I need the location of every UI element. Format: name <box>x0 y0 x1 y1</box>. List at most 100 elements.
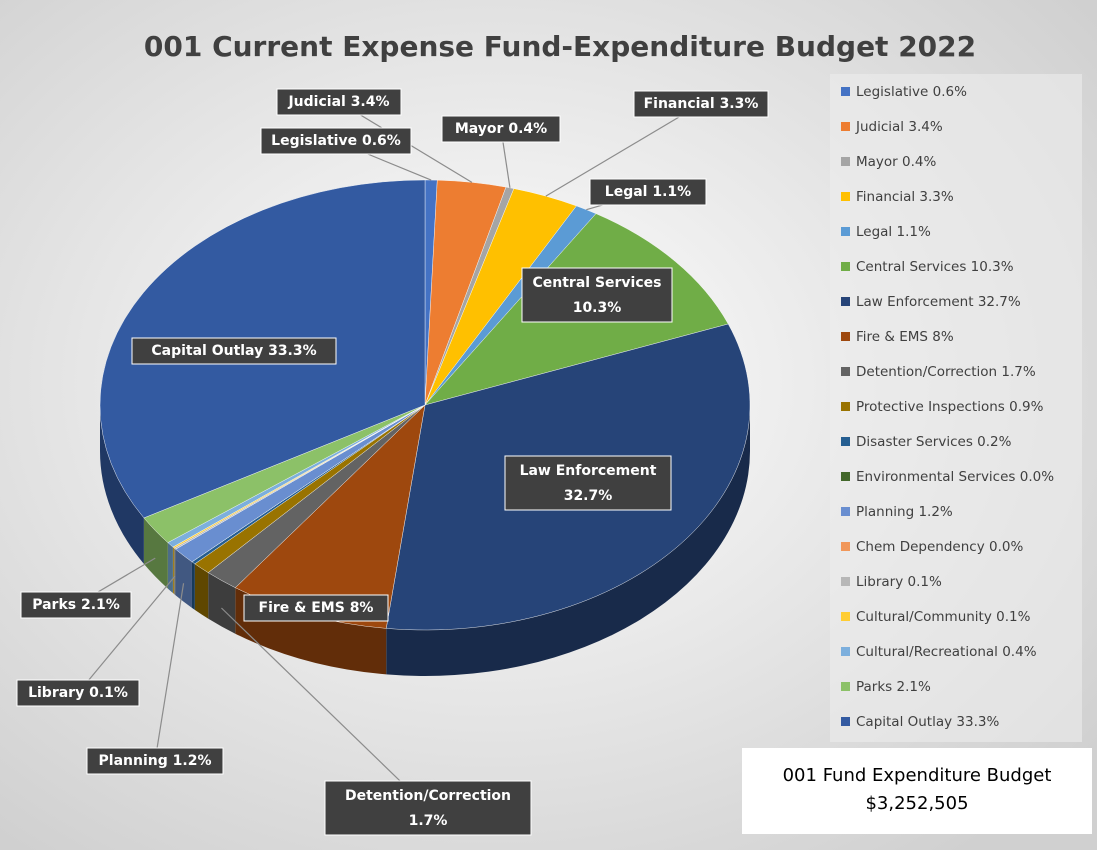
slice-side <box>208 572 236 634</box>
legend-value: 0.0% <box>1020 469 1054 485</box>
data-label: Planning 1.2% <box>99 753 212 769</box>
legend-value: 0.0% <box>989 539 1023 555</box>
data-label: 32.7% <box>564 488 613 504</box>
legend-label: Judicial 3.4% <box>855 119 943 135</box>
data-label-box <box>276 88 402 116</box>
legend-label: Planning 1.2% <box>856 504 953 520</box>
data-label: Parks 2.1% <box>32 597 120 613</box>
data-label-value: 8% <box>350 600 374 616</box>
data-label-name: Legal <box>605 184 648 200</box>
data-label: Financial 3.3% <box>644 96 759 112</box>
legend-value: 3.3% <box>919 189 953 205</box>
legend-value: 0.4% <box>1002 644 1036 660</box>
legend-name: Fire & EMS <box>856 329 928 345</box>
data-label-box <box>243 594 389 622</box>
legend-swatch <box>841 297 850 306</box>
legend-label: Financial 3.3% <box>856 189 954 205</box>
data-label: Detention/Correction <box>345 788 511 804</box>
legend-label: Environmental Services 0.0% <box>856 469 1054 485</box>
data-label-box <box>441 115 561 143</box>
legend-label: Capital Outlay 33.3% <box>856 714 999 730</box>
legend-value: 0.1% <box>908 574 942 590</box>
legend-swatch <box>841 717 850 726</box>
legend-swatch <box>841 402 850 411</box>
legend-name: Financial <box>856 189 915 205</box>
legend-name: Cultural/Recreational <box>856 644 998 660</box>
legend-swatch <box>841 472 850 481</box>
legend-swatch <box>841 507 850 516</box>
data-label: Mayor 0.4% <box>455 121 547 137</box>
legend-name: Mayor <box>856 154 898 170</box>
legend-value: 0.9% <box>1009 399 1043 415</box>
chart-title: 001 Current Expense Fund-Expenditure Bud… <box>144 30 976 63</box>
slice-side <box>194 563 209 619</box>
leader-line <box>154 583 185 762</box>
legend-name: Capital Outlay <box>856 714 952 730</box>
legend-swatch <box>841 192 850 201</box>
legend-swatch <box>841 647 850 656</box>
legend-value: 2.1% <box>897 679 931 695</box>
legend-label: Law Enforcement 32.7% <box>856 294 1021 310</box>
legend-value: 8% <box>932 329 954 345</box>
legend-value: 10.3% <box>971 259 1014 275</box>
data-label-box <box>16 679 140 707</box>
slice-side <box>143 517 168 589</box>
legend-value: 3.4% <box>908 119 942 135</box>
data-label-value: 2.1% <box>81 597 120 613</box>
legend-name: Legislative <box>856 84 928 100</box>
annotation-box <box>742 748 1092 834</box>
legend-swatch <box>841 367 850 376</box>
legend-value: 0.6% <box>933 84 967 100</box>
legend-name: Protective Inspections <box>856 399 1005 415</box>
data-label-box <box>521 267 673 323</box>
data-label-value: 3.4% <box>351 94 390 110</box>
data-label-box <box>324 780 532 836</box>
legend-name: Environmental Services <box>856 469 1015 485</box>
data-label-name: Parks <box>32 597 76 613</box>
legend-box <box>830 74 1082 742</box>
legend-swatch <box>841 577 850 586</box>
data-label-value: 0.1% <box>89 685 128 701</box>
data-label: Library 0.1% <box>28 685 128 701</box>
data-label-name: Mayor <box>455 121 504 137</box>
data-label: Legislative 0.6% <box>271 133 401 149</box>
data-label-name: Fire & EMS <box>259 600 345 616</box>
legend-value: 33.3% <box>956 714 999 730</box>
data-label-box <box>504 455 672 511</box>
legend-label: Mayor 0.4% <box>856 154 937 170</box>
legend-swatch <box>841 157 850 166</box>
legend-name: Law Enforcement <box>856 294 974 310</box>
legend-name: Library <box>856 574 903 590</box>
legend-label: Fire & EMS 8% <box>856 329 954 345</box>
slice-side <box>172 547 175 595</box>
slice-side <box>175 549 192 608</box>
legend-label: Library 0.1% <box>856 574 942 590</box>
data-label: Central Services <box>533 275 662 291</box>
slice-side <box>167 542 173 594</box>
data-label-box <box>86 747 224 775</box>
legend-name: Chem Dependency <box>856 539 985 555</box>
slice-side <box>174 548 176 596</box>
data-label-box <box>589 178 707 206</box>
data-label-value: 0.6% <box>362 133 401 149</box>
data-label-value: 33.3% <box>268 343 317 359</box>
data-label-name: Judicial <box>287 94 345 110</box>
legend-label: Legislative 0.6% <box>856 84 967 100</box>
legend-name: Detention/Correction <box>856 364 997 380</box>
legend-label: Protective Inspections 0.9% <box>856 399 1044 415</box>
legend-swatch <box>841 682 850 691</box>
data-label-name: Planning <box>99 753 168 769</box>
data-label: Judicial 3.4% <box>287 94 389 110</box>
legend-swatch <box>841 87 850 96</box>
data-label-box <box>633 90 769 118</box>
data-label-name: Library <box>28 685 84 701</box>
data-label-value: 3.3% <box>720 96 759 112</box>
data-label-box <box>20 591 132 619</box>
legend-value: 0.1% <box>996 609 1030 625</box>
legend-name: Judicial <box>855 119 904 135</box>
data-label-box <box>131 337 337 365</box>
legend-name: Central Services <box>856 259 966 275</box>
legend-label: Cultural/Recreational 0.4% <box>856 644 1037 660</box>
data-label-name: Financial <box>644 96 715 112</box>
